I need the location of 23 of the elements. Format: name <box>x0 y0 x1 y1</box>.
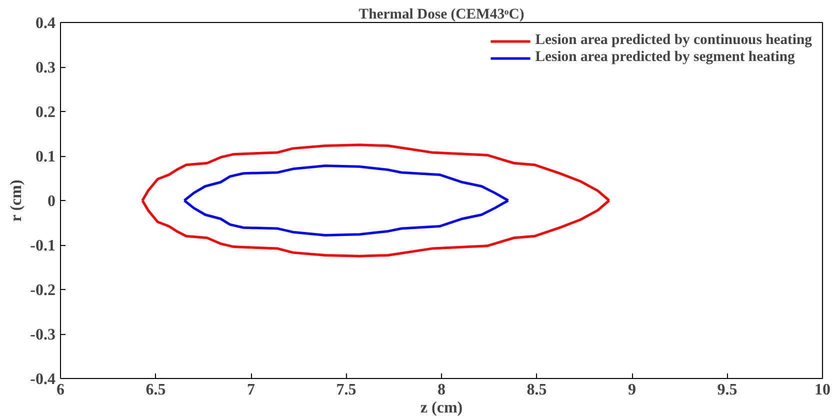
x-tick-label: 7 <box>247 382 255 398</box>
y-tick-label: 0 <box>48 193 56 210</box>
y-tick-label: -0.4 <box>30 371 56 388</box>
x-tick-label: 8 <box>438 382 446 398</box>
y-tick-label: -0.3 <box>30 326 56 344</box>
x-tick-label: 7.5 <box>336 382 356 398</box>
y-tick-label: -0.2 <box>30 282 56 299</box>
y-tick-label: 0.3 <box>36 60 56 76</box>
y-axis-title: r (cm) <box>8 180 26 222</box>
x-tick-label: 6 <box>56 382 64 398</box>
x-tick-label: 9.5 <box>717 382 738 398</box>
legend-label: Lesion area predicted by continuous heating <box>535 32 812 49</box>
x-tick-label: 9 <box>628 382 636 398</box>
x-tick-label: 10 <box>814 382 830 398</box>
y-tick-label: 0.1 <box>36 148 56 166</box>
chart-title: Thermal Dose (CEM43ᵒC) <box>358 6 524 22</box>
y-tick-label: 0.2 <box>36 104 56 121</box>
x-tick-label: 8.5 <box>526 382 547 398</box>
y-tick-label: -0.1 <box>30 238 56 254</box>
x-axis-title: z (cm) <box>420 400 463 416</box>
x-tick-label: 6.5 <box>146 382 166 398</box>
legend-label: Lesion area predicted by segment heating <box>535 49 795 66</box>
y-tick-label: 0.4 <box>36 15 56 32</box>
